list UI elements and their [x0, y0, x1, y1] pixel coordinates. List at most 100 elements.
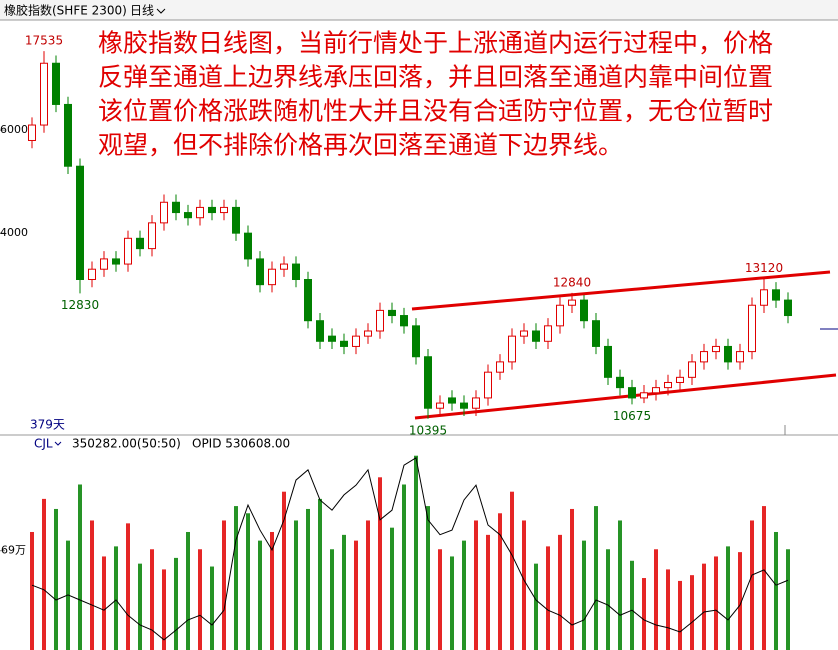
- volume-bar: [378, 477, 382, 650]
- candle-body: [316, 320, 324, 342]
- volume-bar: [354, 540, 358, 650]
- span-label: 379天: [30, 418, 65, 432]
- volume-bar: [462, 540, 466, 650]
- candle-body: [436, 402, 444, 409]
- channel-lower: [414, 373, 837, 420]
- volume-bar: [534, 563, 538, 650]
- volume-bar: [258, 540, 262, 650]
- candle-body: [664, 381, 672, 389]
- candle-body: [112, 258, 120, 265]
- candle-body: [652, 387, 660, 394]
- candle-body: [40, 62, 48, 126]
- candle-body: [136, 237, 144, 250]
- channel-upper: [411, 270, 831, 311]
- candle-body: [676, 376, 684, 383]
- volume-bar: [546, 546, 550, 650]
- candle-body: [496, 361, 504, 373]
- candle-body: [628, 387, 636, 399]
- candle-body: [28, 124, 36, 141]
- candle-body: [88, 268, 96, 281]
- volume-bar: [750, 520, 754, 650]
- candle-body: [580, 299, 588, 322]
- candle-body: [340, 340, 348, 347]
- candle-body: [376, 309, 384, 332]
- volume-bar: [774, 531, 778, 650]
- dropdown-arrow[interactable]: [156, 8, 166, 14]
- candle-body: [268, 268, 276, 286]
- volume-bar: [222, 520, 226, 650]
- volume-bar: [510, 491, 514, 650]
- volume-bar: [450, 556, 454, 650]
- high-label: 13120: [745, 261, 783, 275]
- candle-body: [508, 335, 516, 363]
- volume-bar: [594, 506, 598, 650]
- candle-body: [472, 397, 480, 409]
- candle-body: [544, 325, 552, 342]
- candle-body: [304, 279, 312, 322]
- volume-bar: [690, 575, 694, 650]
- volume-bar: [762, 506, 766, 650]
- volume-bar: [150, 549, 154, 650]
- volume-bar: [414, 455, 418, 650]
- candle-body: [244, 232, 252, 260]
- toolbar: [0, 0, 838, 20]
- period-selector[interactable]: 日线: [130, 4, 166, 18]
- indicator-name[interactable]: CJL: [34, 437, 53, 451]
- candle-body: [568, 299, 576, 306]
- candle-body: [712, 345, 720, 353]
- candle-body: [556, 304, 564, 327]
- candle-body: [352, 335, 360, 347]
- volume-bar: [474, 520, 478, 650]
- candle-body: [184, 212, 192, 219]
- volume-bar: [738, 552, 742, 650]
- volume-bar: [582, 540, 586, 650]
- candle-body: [700, 351, 708, 363]
- volume-bar: [282, 491, 286, 650]
- volume-bar: [666, 569, 670, 650]
- volume-bar: [714, 556, 718, 650]
- candle-body: [412, 325, 420, 358]
- candle-body: [364, 330, 372, 337]
- dropdown-arrow[interactable]: [54, 441, 62, 446]
- volume-bar: [114, 546, 118, 650]
- candle-body: [604, 345, 612, 378]
- volume-bar: [330, 549, 334, 650]
- indicator-selector[interactable]: CJL: [34, 437, 62, 451]
- candle-body: [148, 222, 156, 250]
- volume-bar: [174, 557, 178, 650]
- candle-body: [448, 397, 456, 404]
- volume-bar: [138, 563, 142, 650]
- annotation-line: 观望，但不排除价格再次回落至通道下边界线。: [98, 131, 623, 160]
- volume-bar: [246, 513, 250, 650]
- volume-bar: [294, 520, 298, 650]
- candle-body: [736, 351, 744, 363]
- candle-body: [784, 299, 792, 317]
- volume-bar: [426, 506, 430, 650]
- volume-bar: [186, 531, 190, 650]
- volume-bar: [702, 563, 706, 650]
- volume-bar: [570, 508, 574, 650]
- volume-bar: [30, 531, 34, 650]
- instrument-title: 橡胶指数(SHFE 2300): [4, 3, 127, 18]
- volume-bar: [606, 549, 610, 650]
- volume-bar: [54, 508, 58, 650]
- volume-bar: [306, 508, 310, 650]
- volume-bar: [786, 549, 790, 650]
- candle-body: [208, 206, 216, 214]
- candle-body: [640, 392, 648, 399]
- volume-bar: [678, 580, 682, 650]
- volume-bar: [486, 534, 490, 650]
- annotation-line: 该位置价格涨跌随机性大并且没有合适防守位置，无仓位暂时: [98, 97, 773, 126]
- high-label: 17535: [25, 34, 63, 48]
- volume-bar: [318, 498, 322, 650]
- volume-bar: [270, 531, 274, 650]
- candle-body: [100, 258, 108, 270]
- volume-readout: 350282.00(50:50): [72, 437, 181, 451]
- candle-body: [424, 356, 432, 409]
- annotation-line: 反弹至通道上边界线承压回落，并且回落至通道内靠中间位置: [98, 63, 773, 92]
- candle-body: [400, 315, 408, 327]
- volume-bar: [642, 578, 646, 650]
- period-label[interactable]: 日线: [130, 4, 154, 18]
